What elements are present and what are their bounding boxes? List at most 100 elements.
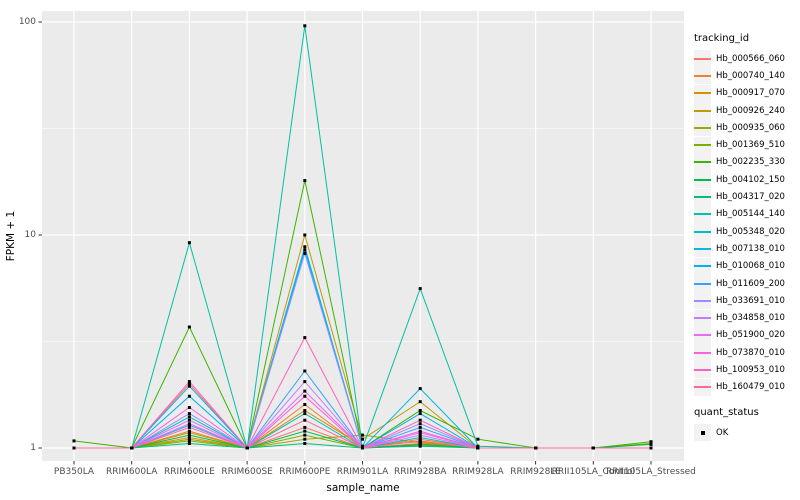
legend-entries: Hb_000566_060 Hb_000740_140 Hb_000917_070 H… bbox=[694, 50, 800, 396]
x-tick-label: RRIM600LA bbox=[105, 467, 158, 477]
legend-entry: Hb_000926_240 bbox=[694, 102, 800, 120]
data-point bbox=[303, 369, 307, 373]
data-point bbox=[476, 444, 480, 448]
legend-key-line-icon bbox=[694, 292, 711, 310]
y-tick-label: 1 bbox=[30, 442, 36, 453]
data-point bbox=[303, 179, 307, 183]
data-point bbox=[418, 437, 422, 441]
data-point bbox=[303, 442, 307, 445]
legend-line-swatch bbox=[694, 386, 711, 389]
data-point bbox=[187, 442, 191, 445]
legend-label: Hb_033691_010 bbox=[716, 295, 785, 306]
data-point bbox=[418, 422, 422, 426]
data-point bbox=[418, 287, 422, 291]
legend-key-line-icon bbox=[694, 223, 711, 241]
legend-line-swatch bbox=[694, 334, 711, 337]
data-point bbox=[187, 433, 191, 437]
data-point bbox=[418, 425, 422, 429]
data-point bbox=[245, 446, 249, 450]
data-point bbox=[418, 409, 422, 412]
legend-label: Hb_007138_010 bbox=[716, 243, 785, 254]
data-point bbox=[187, 415, 191, 419]
legend-key-line-icon bbox=[694, 205, 711, 223]
legend-entry: Hb_100953_010 bbox=[694, 361, 800, 379]
legend-line-swatch bbox=[694, 126, 711, 129]
y-tick-label: 10 bbox=[24, 229, 36, 240]
data-point bbox=[187, 394, 191, 398]
legend-entry: Hb_000917_070 bbox=[694, 84, 800, 102]
legend-key-line-icon bbox=[694, 50, 711, 68]
legend-line-swatch bbox=[694, 161, 711, 164]
legend-label: Hb_004102_150 bbox=[716, 174, 785, 185]
legend-title-tracking-id: tracking_id bbox=[694, 33, 750, 44]
legend-line-swatch bbox=[694, 196, 711, 199]
legend-entry: Hb_000935_060 bbox=[694, 119, 800, 137]
data-point bbox=[303, 409, 307, 412]
quant-legend-label: OK bbox=[716, 427, 729, 438]
data-point bbox=[418, 429, 422, 433]
legend-label: Hb_000917_070 bbox=[716, 88, 785, 99]
legend-key-line-icon bbox=[694, 240, 711, 258]
data-point bbox=[591, 446, 595, 450]
legend-key-line-icon bbox=[694, 136, 711, 154]
data-point bbox=[303, 24, 307, 28]
legend-entry: Hb_005144_140 bbox=[694, 205, 800, 223]
data-point bbox=[418, 433, 422, 437]
legend-label: Hb_005348_020 bbox=[716, 226, 785, 237]
legend-label: Hb_034858_010 bbox=[716, 313, 785, 324]
legend-entry: Hb_004317_020 bbox=[694, 188, 800, 206]
x-tick-label: RRIM928LE bbox=[510, 467, 561, 477]
data-point bbox=[72, 439, 76, 443]
data-point bbox=[361, 444, 364, 448]
data-point bbox=[187, 431, 191, 435]
data-point bbox=[303, 433, 307, 437]
data-point bbox=[361, 437, 364, 441]
legend-entry: Hb_160479_010 bbox=[694, 378, 800, 396]
data-point bbox=[418, 400, 422, 404]
legend-label: Hb_010068_010 bbox=[716, 261, 785, 272]
data-point bbox=[303, 403, 307, 406]
legend-key-line-icon bbox=[694, 119, 711, 137]
data-point bbox=[303, 389, 307, 393]
data-point bbox=[303, 437, 307, 441]
data-point bbox=[187, 439, 191, 443]
legend-label: Hb_002235_330 bbox=[716, 157, 785, 168]
data-point bbox=[418, 441, 422, 445]
data-point bbox=[418, 412, 422, 416]
legend-key-line-icon bbox=[694, 378, 711, 396]
data-point bbox=[534, 446, 538, 450]
data-point bbox=[303, 412, 307, 416]
legend-entry: Hb_073870_010 bbox=[694, 344, 800, 362]
data-point bbox=[303, 380, 307, 384]
y-axis-title: FPKM + 1 bbox=[5, 210, 17, 262]
legend-line-swatch bbox=[694, 57, 711, 60]
data-point bbox=[187, 418, 191, 422]
x-tick-label: RRIM901LA bbox=[336, 467, 389, 477]
data-point bbox=[187, 422, 191, 426]
x-tick-label: RRIM928BA bbox=[393, 467, 447, 477]
legend-label: Hb_073870_010 bbox=[716, 347, 785, 358]
data-point bbox=[303, 248, 307, 252]
data-point bbox=[303, 418, 307, 422]
data-point bbox=[303, 233, 307, 237]
x-tick-label: RRIM600PE bbox=[279, 467, 331, 477]
data-point bbox=[72, 446, 76, 450]
legend-line-swatch bbox=[694, 213, 711, 216]
data-point bbox=[303, 429, 307, 433]
data-point bbox=[130, 446, 134, 450]
legend-entry: Hb_000740_140 bbox=[694, 67, 800, 85]
data-point bbox=[303, 425, 307, 429]
legend-entry: Hb_034858_010 bbox=[694, 309, 800, 327]
legend-key-line-icon bbox=[694, 257, 711, 275]
legend: tracking_id Hb_000566_060 Hb_000740_140 Hb… bbox=[694, 33, 800, 442]
legend-entry: Hb_000566_060 bbox=[694, 50, 800, 68]
legend-line-swatch bbox=[694, 178, 711, 181]
data-point bbox=[418, 418, 422, 422]
y-tick-label: 100 bbox=[18, 16, 36, 27]
data-point bbox=[649, 440, 653, 444]
legend-key-line-icon bbox=[694, 361, 711, 379]
data-point bbox=[187, 380, 191, 384]
legend-label: Hb_160479_010 bbox=[716, 382, 785, 393]
x-tick-label: RRIM600SE bbox=[221, 467, 273, 477]
